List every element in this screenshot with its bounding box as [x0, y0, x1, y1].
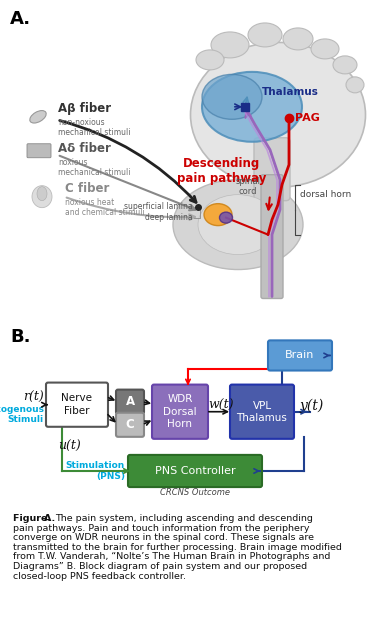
Text: dorsal horn: dorsal horn [300, 190, 351, 199]
Ellipse shape [198, 195, 278, 255]
Ellipse shape [202, 72, 302, 142]
Text: WDR
Dorsal
Horn: WDR Dorsal Horn [163, 394, 197, 429]
FancyBboxPatch shape [116, 389, 144, 414]
Text: VPL
Thalamus: VPL Thalamus [237, 401, 287, 423]
Text: PNS Controller: PNS Controller [155, 466, 235, 476]
Text: spinal
cord: spinal cord [235, 176, 261, 196]
FancyBboxPatch shape [230, 384, 294, 439]
Text: superficial lamina: superficial lamina [124, 202, 193, 211]
Text: Exogenous
Stimuli: Exogenous Stimuli [0, 405, 44, 425]
FancyBboxPatch shape [268, 340, 332, 370]
Text: A: A [126, 395, 135, 408]
Text: transmitted to the brain for further processing. Brain image modified: transmitted to the brain for further pro… [13, 543, 342, 552]
Text: Aδ fiber: Aδ fiber [58, 142, 111, 155]
Ellipse shape [202, 74, 262, 119]
Text: B.: B. [10, 328, 30, 347]
Text: deep lamina: deep lamina [146, 213, 193, 222]
Ellipse shape [173, 180, 303, 270]
Text: w(t): w(t) [208, 399, 233, 412]
Ellipse shape [211, 32, 249, 58]
FancyBboxPatch shape [128, 455, 262, 487]
Text: r(t): r(t) [23, 391, 44, 404]
Ellipse shape [346, 77, 364, 93]
Text: Nerve
Fiber: Nerve Fiber [62, 394, 92, 416]
Text: Descending
pain pathway: Descending pain pathway [177, 157, 267, 185]
Text: The pain system, including ascending and descending: The pain system, including ascending and… [56, 514, 314, 524]
Text: converge on WDR neurons in the spinal cord. These signals are: converge on WDR neurons in the spinal co… [13, 534, 314, 542]
FancyBboxPatch shape [116, 413, 144, 437]
FancyBboxPatch shape [152, 384, 208, 439]
FancyBboxPatch shape [254, 138, 290, 201]
Text: A.: A. [44, 514, 59, 524]
Text: Stimulation
(PNS): Stimulation (PNS) [66, 461, 125, 481]
Ellipse shape [30, 111, 46, 123]
Text: Diagrams” B. Block diagram of pain system and our proposed: Diagrams” B. Block diagram of pain syste… [13, 562, 307, 571]
Text: C fiber: C fiber [65, 181, 109, 195]
Text: A.: A. [10, 10, 31, 28]
Text: CRCNS Outcome: CRCNS Outcome [160, 488, 230, 496]
Text: from T.W. Vanderah, “Nolte’s The Human Brain in Photographs and: from T.W. Vanderah, “Nolte’s The Human B… [13, 553, 331, 561]
Text: Figure.: Figure. [13, 514, 55, 524]
Ellipse shape [196, 50, 224, 70]
Ellipse shape [191, 42, 365, 187]
FancyBboxPatch shape [261, 175, 283, 299]
Text: Aβ fiber: Aβ fiber [58, 102, 111, 115]
Text: noxious
mechanical stimuli: noxious mechanical stimuli [58, 158, 130, 177]
Ellipse shape [311, 39, 339, 59]
Text: closed-loop PNS feedback controller.: closed-loop PNS feedback controller. [13, 571, 186, 581]
FancyBboxPatch shape [27, 144, 51, 158]
FancyBboxPatch shape [46, 382, 108, 427]
Text: Brain: Brain [285, 350, 315, 360]
Text: Thalamus: Thalamus [262, 87, 319, 97]
Ellipse shape [283, 28, 313, 50]
Text: pain pathways. Pain and touch information from the periphery: pain pathways. Pain and touch informatio… [13, 524, 310, 533]
Ellipse shape [32, 186, 52, 208]
Text: C: C [126, 418, 134, 432]
Ellipse shape [220, 212, 232, 223]
Ellipse shape [333, 56, 357, 74]
Text: non-noxious
mechanical stimuli: non-noxious mechanical stimuli [58, 118, 130, 137]
Text: u(t): u(t) [58, 440, 81, 454]
Text: y(t): y(t) [300, 399, 324, 413]
Ellipse shape [204, 203, 232, 226]
Ellipse shape [37, 186, 47, 201]
Text: PAG: PAG [295, 113, 320, 123]
Text: noxious heat
and chemical stimuli: noxious heat and chemical stimuli [65, 198, 145, 217]
Ellipse shape [248, 23, 282, 47]
